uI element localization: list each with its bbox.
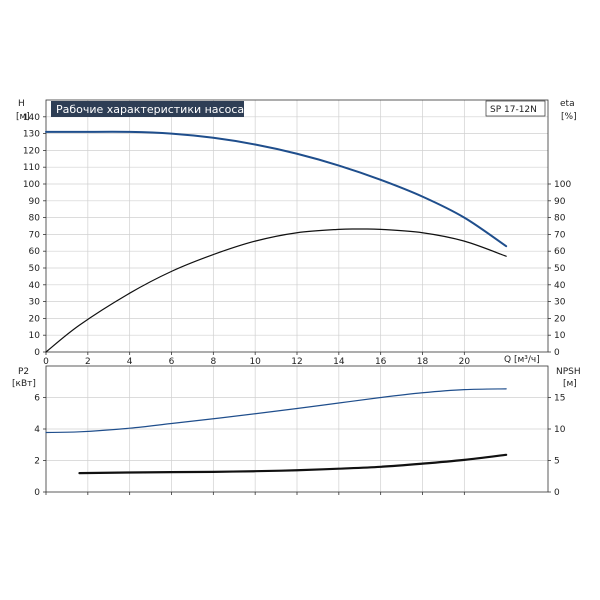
x-tick-label: 16 [375, 357, 387, 367]
y-tick-label-left: 0 [34, 348, 40, 358]
y-tick-label-left: 6 [34, 394, 40, 404]
y-tick-label-right: 20 [554, 314, 566, 324]
head-curve [45, 130, 508, 248]
y-axis-unit-eta: [%] [561, 112, 577, 122]
y-tick-label-left: 30 [29, 298, 41, 308]
chart-title: Рабочие характеристики насоса [56, 103, 244, 116]
y-tick-label-left: 100 [23, 180, 40, 190]
y-tick-label-right: 50 [554, 264, 566, 274]
y-tick-label-left: 120 [23, 146, 40, 156]
y-axis-label-h: H [18, 99, 25, 109]
y-axis-label-npsh: NPSH [556, 367, 581, 377]
model-label: SP 17-12N [490, 105, 537, 115]
x-tick-label: 10 [249, 357, 261, 367]
y-tick-label-right: 60 [554, 247, 566, 257]
y-tick-label-right: 80 [554, 214, 566, 224]
y-tick-label-left: 20 [29, 314, 41, 324]
efficiency-curve [45, 228, 507, 353]
y-tick-label-left: 4 [34, 425, 40, 435]
x-tick-label: 2 [85, 357, 91, 367]
head-efficiency-panel: Рабочие характеристики насоса SP 17-12N … [16, 99, 577, 367]
y-tick-label-right: 0 [554, 348, 560, 358]
x-tick-label: 20 [459, 357, 471, 367]
x-tick-label: 8 [210, 357, 216, 367]
y-axis-unit-h: [м] [16, 112, 30, 122]
y-tick-label-left: 0 [34, 488, 40, 498]
y-tick-label-left: 10 [29, 331, 41, 341]
y-tick-label-left: 40 [29, 281, 41, 291]
x-tick-label: 12 [291, 357, 302, 367]
npsh-curve [78, 453, 508, 475]
power-npsh-panel: P2 [кВт] NPSH [м] 0 2 4 6 0 5 10 15 [12, 365, 581, 498]
y-tick-label-left: 50 [29, 264, 41, 274]
y-tick-label-right: 15 [554, 394, 565, 404]
y-axis-unit-p2: [кВт] [12, 379, 36, 389]
y-tick-label-right: 100 [554, 180, 571, 190]
title-box [51, 101, 244, 117]
y-tick-label-left: 60 [29, 247, 41, 257]
y-tick-label-right: 0 [554, 488, 560, 498]
y-tick-label-right: 10 [554, 425, 566, 435]
model-label-box [485, 100, 546, 117]
y-tick-label-right: 70 [554, 230, 566, 240]
y-tick-label-left: 70 [29, 230, 41, 240]
x-tick-label: 18 [417, 357, 429, 367]
y-tick-label-left: 90 [29, 197, 41, 207]
y-axis-unit-npsh: [м] [563, 379, 577, 389]
y-tick-label-right: 30 [554, 298, 566, 308]
y-tick-label-right: 90 [554, 197, 566, 207]
y-tick-label-right: 10 [554, 331, 566, 341]
y-tick-label-left: 140 [23, 113, 40, 123]
y-axis-label-eta: eta [560, 99, 575, 109]
x-tick-label: 6 [169, 357, 175, 367]
y-tick-label-left: 2 [34, 457, 40, 467]
x-axis-label-q: Q [м³/ч] [504, 355, 540, 365]
x-tick-label: 14 [333, 357, 345, 367]
y-tick-label-right: 40 [554, 281, 566, 291]
x-tick-label: 0 [43, 357, 49, 367]
y-tick-label-right: 5 [554, 457, 560, 467]
y-tick-label-left: 80 [29, 214, 41, 224]
x-tick-label: 4 [127, 357, 133, 367]
y-tick-label-left: 130 [23, 130, 40, 140]
y-tick-label-left: 110 [23, 163, 40, 173]
y-axis-label-p2: P2 [18, 367, 29, 377]
power-curve [45, 388, 507, 434]
